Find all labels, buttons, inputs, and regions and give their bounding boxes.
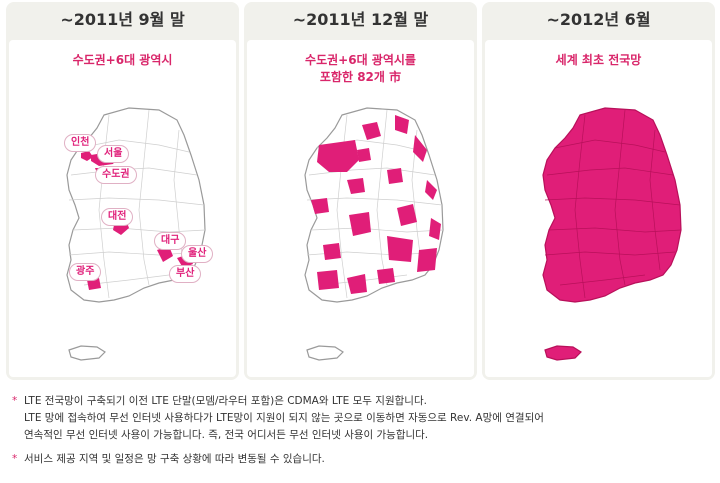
jeju-island [306,345,344,361]
panel-body: 세계 최초 전국망 [485,40,712,377]
panel-dec-2011: ~2011년 12월 말 수도권+6대 광역시를 포함한 82개 市 [244,2,477,380]
footnote-line: 서비스 제공 지역 및 일정은 망 구축 상황에 따라 변동될 수 있습니다. [24,453,325,465]
footnote-schedule: * 서비스 제공 지역 및 일정은 망 구축 상황에 따라 변동될 수 있습니다… [12,451,712,468]
coverage-areas [311,115,441,294]
panel-subtitle: 수도권+6대 광역시 [72,53,173,67]
footnote-lte-support: * LTE 전국망이 구축되기 이전 LTE 단말(모뎀/라우터 포함)은 CD… [12,393,712,444]
footnotes: * LTE 전국망이 구축되기 이전 LTE 단말(모뎀/라우터 포함)은 CD… [12,393,712,468]
footnote-line: LTE 전국망이 구축되기 이전 LTE 단말(모뎀/라우터 포함)은 CDMA… [24,395,427,407]
panel-sep-2011: ~2011년 9월 말 수도권+6대 광역시 [6,2,239,380]
panel-title: ~2012년 6월 [546,10,651,29]
panel-subtitle: 세계 최초 전국망 [555,53,642,67]
korea-coverage-map [304,107,444,361]
jeju-island [544,345,582,361]
label-gwangju: 광주 [69,263,102,281]
footnote-line: 연속적인 무선 인터넷 사용이 가능합니다. 즉, 전국 어디서든 무선 인터넷… [24,429,429,441]
label-daejeon: 대전 [101,208,134,226]
footnote-line: LTE 망에 접속하여 무선 인터넷 사용하다가 LTE망이 지원이 되지 않는… [24,412,544,424]
asterisk-icon: * [12,395,18,407]
label-seoul: 서울 [97,145,130,163]
label-daegu: 대구 [154,232,187,250]
panel-subtitle: 수도권+6대 광역시를 포함한 82개 市 [305,53,416,84]
panel-jun-2012: ~2012년 6월 세계 최초 전국망 [482,2,715,380]
korea-coverage-map [542,107,682,361]
label-incheon: 인천 [64,134,97,152]
panel-title: ~2011년 9월 말 [60,10,185,29]
label-busan: 부산 [169,265,202,283]
panel-body: 수도권+6대 광역시를 포함한 82개 市 [247,40,474,377]
mainland [542,107,682,303]
panel-title: ~2011년 12월 말 [292,10,429,29]
jeju-island [68,345,106,361]
label-ulsan: 울산 [181,245,214,263]
panel-body: 수도권+6대 광역시 인천 서울 [9,40,236,377]
label-sudogwon: 수도권 [95,166,137,184]
asterisk-icon: * [12,453,18,465]
